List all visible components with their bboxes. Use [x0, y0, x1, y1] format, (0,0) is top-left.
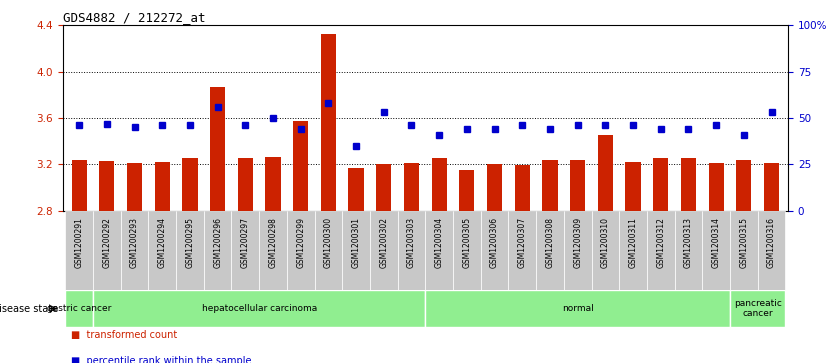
Text: disease state: disease state: [0, 303, 58, 314]
Bar: [176, 211, 203, 290]
Text: GSM1200315: GSM1200315: [739, 217, 748, 268]
Text: GSM1200306: GSM1200306: [490, 217, 499, 268]
Bar: [238, 159, 253, 211]
Text: GSM1200304: GSM1200304: [435, 217, 444, 268]
Bar: [259, 211, 287, 290]
Bar: [93, 290, 425, 327]
Bar: [425, 290, 730, 327]
Bar: [210, 87, 225, 211]
Text: GSM1200295: GSM1200295: [185, 217, 194, 268]
Bar: [425, 211, 453, 290]
Bar: [121, 211, 148, 290]
Bar: [453, 211, 480, 290]
Text: GSM1200302: GSM1200302: [379, 217, 389, 268]
Bar: [349, 168, 364, 211]
Bar: [99, 161, 114, 211]
Bar: [675, 211, 702, 290]
Text: GSM1200310: GSM1200310: [600, 217, 610, 268]
Text: gastric cancer: gastric cancer: [47, 304, 112, 313]
Text: GSM1200291: GSM1200291: [75, 217, 83, 268]
Bar: [730, 290, 786, 327]
Bar: [591, 211, 619, 290]
Text: GSM1200300: GSM1200300: [324, 217, 333, 268]
Text: GDS4882 / 212272_at: GDS4882 / 212272_at: [63, 11, 205, 24]
Text: GSM1200296: GSM1200296: [214, 217, 222, 268]
Bar: [398, 211, 425, 290]
Text: normal: normal: [562, 304, 594, 313]
Text: GSM1200307: GSM1200307: [518, 217, 527, 268]
Bar: [183, 159, 198, 211]
Bar: [598, 135, 613, 211]
Bar: [314, 211, 342, 290]
Bar: [287, 211, 314, 290]
Bar: [619, 211, 647, 290]
Bar: [564, 211, 591, 290]
Bar: [203, 211, 232, 290]
Text: GSM1200312: GSM1200312: [656, 217, 666, 268]
Text: GSM1200301: GSM1200301: [352, 217, 360, 268]
Bar: [404, 163, 420, 211]
Text: GSM1200299: GSM1200299: [296, 217, 305, 268]
Bar: [764, 163, 779, 211]
Text: GSM1200292: GSM1200292: [103, 217, 112, 268]
Text: GSM1200294: GSM1200294: [158, 217, 167, 268]
Bar: [321, 33, 336, 211]
Bar: [757, 211, 786, 290]
Bar: [536, 211, 564, 290]
Bar: [370, 211, 398, 290]
Text: GSM1200297: GSM1200297: [241, 217, 250, 268]
Text: ■  transformed count: ■ transformed count: [71, 330, 177, 340]
Bar: [93, 211, 121, 290]
Bar: [515, 166, 530, 211]
Text: GSM1200314: GSM1200314: [711, 217, 721, 268]
Text: pancreatic
cancer: pancreatic cancer: [734, 299, 781, 318]
Text: ■  percentile rank within the sample: ■ percentile rank within the sample: [71, 356, 251, 363]
Bar: [460, 170, 475, 211]
Bar: [702, 211, 730, 290]
Bar: [730, 211, 757, 290]
Bar: [65, 290, 93, 327]
Bar: [293, 122, 309, 211]
Text: GSM1200313: GSM1200313: [684, 217, 693, 268]
Bar: [487, 164, 502, 211]
Bar: [342, 211, 370, 290]
Bar: [653, 159, 668, 211]
Bar: [542, 160, 558, 211]
Bar: [570, 160, 585, 211]
Text: GSM1200305: GSM1200305: [462, 217, 471, 268]
Bar: [509, 211, 536, 290]
Bar: [647, 211, 675, 290]
Text: GSM1200316: GSM1200316: [767, 217, 776, 268]
Bar: [626, 162, 641, 211]
Bar: [154, 162, 170, 211]
Bar: [232, 211, 259, 290]
Text: GSM1200298: GSM1200298: [269, 217, 278, 268]
Bar: [127, 163, 142, 211]
Bar: [431, 159, 447, 211]
Bar: [480, 211, 509, 290]
Bar: [376, 164, 391, 211]
Bar: [681, 159, 696, 211]
Text: GSM1200303: GSM1200303: [407, 217, 416, 268]
Bar: [265, 157, 280, 211]
Bar: [72, 160, 87, 211]
Text: GSM1200309: GSM1200309: [573, 217, 582, 268]
Text: hepatocellular carcinoma: hepatocellular carcinoma: [202, 304, 317, 313]
Bar: [709, 163, 724, 211]
Bar: [736, 160, 751, 211]
Bar: [148, 211, 176, 290]
Text: GSM1200308: GSM1200308: [545, 217, 555, 268]
Text: GSM1200311: GSM1200311: [629, 217, 637, 268]
Bar: [65, 211, 93, 290]
Text: GSM1200293: GSM1200293: [130, 217, 139, 268]
